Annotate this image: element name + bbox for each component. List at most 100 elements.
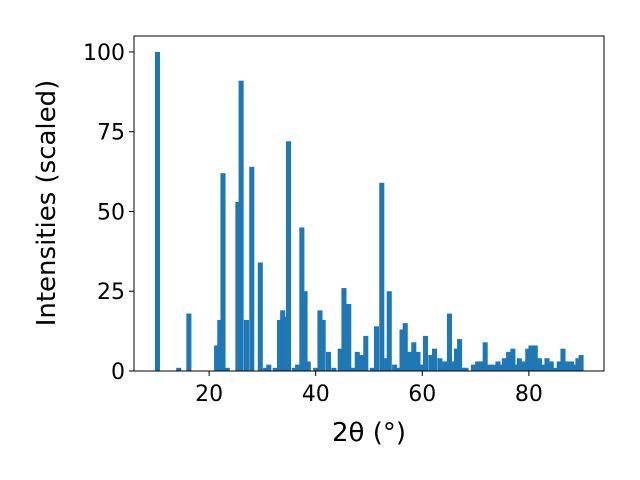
bar [460, 367, 466, 371]
bar [482, 342, 488, 371]
bar [399, 329, 405, 371]
y-axis-ticks: 0 25 50 75 100 [83, 41, 134, 385]
bar [276, 319, 283, 371]
bar [578, 355, 584, 371]
bar [506, 351, 512, 371]
bar [386, 291, 392, 371]
bar [552, 367, 559, 371]
bar [521, 361, 527, 371]
bar [479, 361, 485, 371]
bar [548, 361, 554, 371]
bar [243, 319, 249, 371]
bar [453, 348, 459, 371]
bar [154, 51, 160, 371]
bar [313, 367, 319, 371]
bar [556, 361, 562, 371]
bar [263, 367, 269, 371]
bar [415, 351, 421, 371]
y-tick-label: 75 [97, 121, 125, 146]
bar [325, 351, 332, 371]
bar [564, 361, 570, 371]
bar [463, 367, 469, 371]
bar [491, 364, 497, 371]
y-tick-label: 50 [97, 200, 125, 225]
bar [560, 348, 566, 371]
bar [572, 364, 578, 371]
bar [428, 355, 434, 371]
bar [532, 345, 538, 371]
x-tick-label: 40 [302, 382, 330, 407]
x-axis-ticks: 20 40 60 80 [195, 371, 543, 407]
bar [457, 339, 463, 371]
bar [249, 166, 255, 371]
bar [396, 367, 402, 371]
bar [369, 367, 375, 371]
bar [291, 367, 297, 371]
bar [544, 358, 550, 371]
bar [317, 310, 323, 371]
plot-frame [133, 35, 605, 372]
bar [536, 358, 543, 371]
bars-group [154, 51, 584, 372]
y-axis-label: Intensities (scaled) [32, 80, 62, 327]
bar [419, 364, 425, 371]
bar [510, 348, 516, 371]
bar [513, 364, 519, 371]
bar [411, 342, 417, 371]
bar [354, 351, 360, 371]
bar [351, 367, 357, 371]
y-tick-label: 0 [111, 360, 125, 385]
bar [302, 291, 308, 371]
bar [495, 361, 501, 371]
bar [516, 358, 522, 371]
bar [568, 361, 575, 371]
bar [305, 361, 311, 371]
bar [392, 364, 398, 371]
bar [422, 335, 429, 371]
bar [299, 227, 305, 371]
bar [475, 361, 481, 371]
x-axis-label: 2θ (°) [332, 418, 406, 448]
bar [432, 348, 438, 371]
bar [528, 345, 534, 371]
bar [337, 348, 343, 371]
bar [446, 313, 452, 371]
bar [402, 323, 408, 371]
bar [238, 80, 244, 372]
bar [320, 319, 326, 371]
bar [235, 201, 241, 371]
bar [295, 364, 301, 371]
bar [220, 173, 226, 371]
bar [176, 367, 182, 371]
bar [286, 141, 292, 371]
bar [331, 367, 337, 371]
bar [257, 262, 263, 371]
bar [406, 351, 412, 371]
bar [501, 358, 507, 371]
bar [470, 364, 476, 371]
bar [224, 367, 230, 371]
bar [450, 361, 456, 371]
bar [575, 358, 581, 371]
bar [384, 358, 390, 371]
x-tick-label: 60 [408, 382, 436, 407]
bar [442, 361, 448, 371]
bar [541, 364, 547, 371]
bar [363, 335, 369, 371]
bar [359, 355, 365, 371]
bar [266, 364, 272, 371]
bar [214, 345, 220, 371]
bar [379, 182, 385, 371]
bar [346, 304, 352, 371]
bar [282, 316, 288, 371]
bar [486, 364, 492, 371]
x-tick-label: 20 [195, 382, 223, 407]
bar [186, 313, 192, 371]
bar [498, 364, 504, 371]
bar [525, 348, 531, 371]
bar [437, 358, 443, 371]
bar [217, 319, 223, 371]
x-tick-label: 80 [515, 382, 543, 407]
bar [272, 367, 278, 371]
